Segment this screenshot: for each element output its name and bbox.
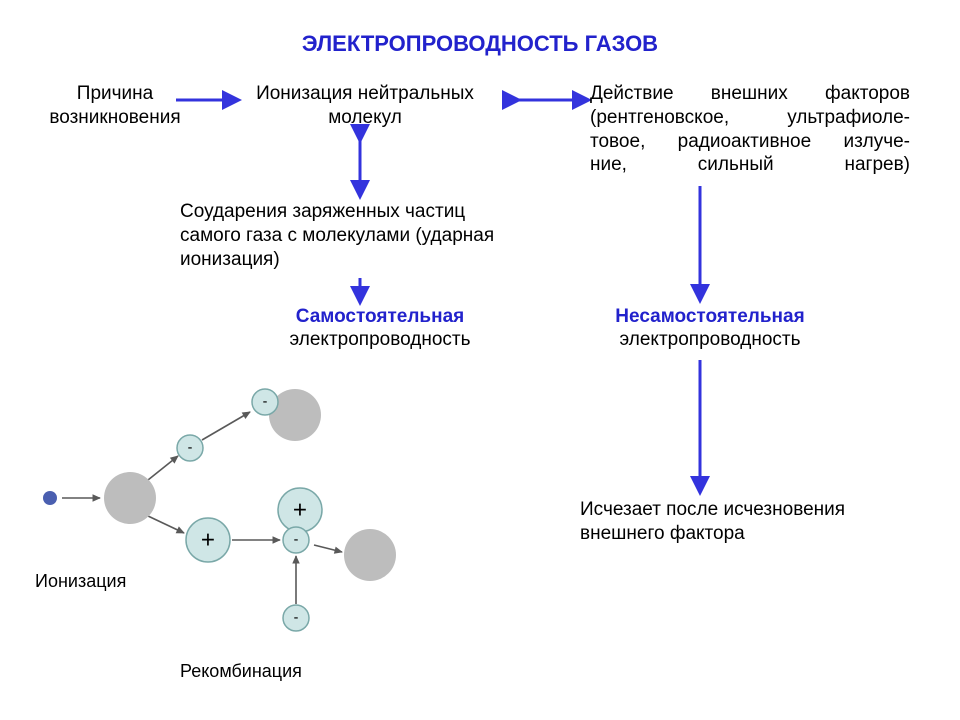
- particle-neutral-2: [269, 389, 321, 441]
- node-ionLabel: Ионизация: [35, 570, 155, 593]
- node-selfTitle: Самостоятельная: [270, 305, 490, 329]
- particle-neutral-3: [344, 529, 396, 581]
- node-impact: Соударения заряженных частицсамого газа …: [180, 200, 550, 271]
- p-arrow-mid-to-n3: [314, 545, 342, 552]
- particle-label-neg-1: -: [263, 394, 268, 410]
- particle-neg-mid: -: [283, 527, 309, 553]
- node-cause: Причинавозникновения: [30, 82, 200, 130]
- particle-pos-large: +: [186, 518, 230, 562]
- p-arrow-n1-to-pos: [148, 516, 184, 533]
- node-selfSub: электропроводность: [270, 328, 490, 352]
- particle-label-neg-2: -: [188, 440, 193, 456]
- particle-neg-2: -: [177, 435, 203, 461]
- p-arrow-neg2-to-neg1: [202, 412, 250, 440]
- node-nonselfSub: электропроводность: [600, 328, 820, 352]
- particle-neg-1: -: [252, 389, 278, 415]
- particle-neutral-1: [104, 472, 156, 524]
- particle-neg-bottom: -: [283, 605, 309, 631]
- particle-label-pos-top: +: [293, 497, 307, 524]
- node-ionization: Ионизация нейтральныхмолекул: [230, 82, 500, 130]
- p-arrow-n1-to-neg2: [148, 456, 178, 480]
- particle-label-neg-bottom: -: [294, 610, 299, 626]
- particle-incident-dot: [43, 491, 57, 505]
- node-nonselfTitle: Несамостоятельная: [590, 305, 830, 329]
- page-title: ЭЛЕКТРОПРОВОДНОСТЬ ГАЗОВ: [260, 30, 700, 58]
- particle-label-neg-mid: -: [294, 532, 299, 548]
- particle-pos-top: +: [278, 488, 322, 532]
- node-disappear: Исчезает после исчезновениявнешнего факт…: [580, 498, 910, 546]
- particle-label-pos-large: +: [201, 527, 215, 554]
- node-external: Действие внешних факторов(рентгеновское,…: [590, 82, 910, 177]
- particle-diagram: - - + + - -: [43, 389, 396, 631]
- diagram-stage: ЭЛЕКТРОПРОВОДНОСТЬ ГАЗОВ - - + + - - Причинав…: [0, 0, 960, 720]
- node-recombLabel: Рекомбинация: [180, 660, 340, 683]
